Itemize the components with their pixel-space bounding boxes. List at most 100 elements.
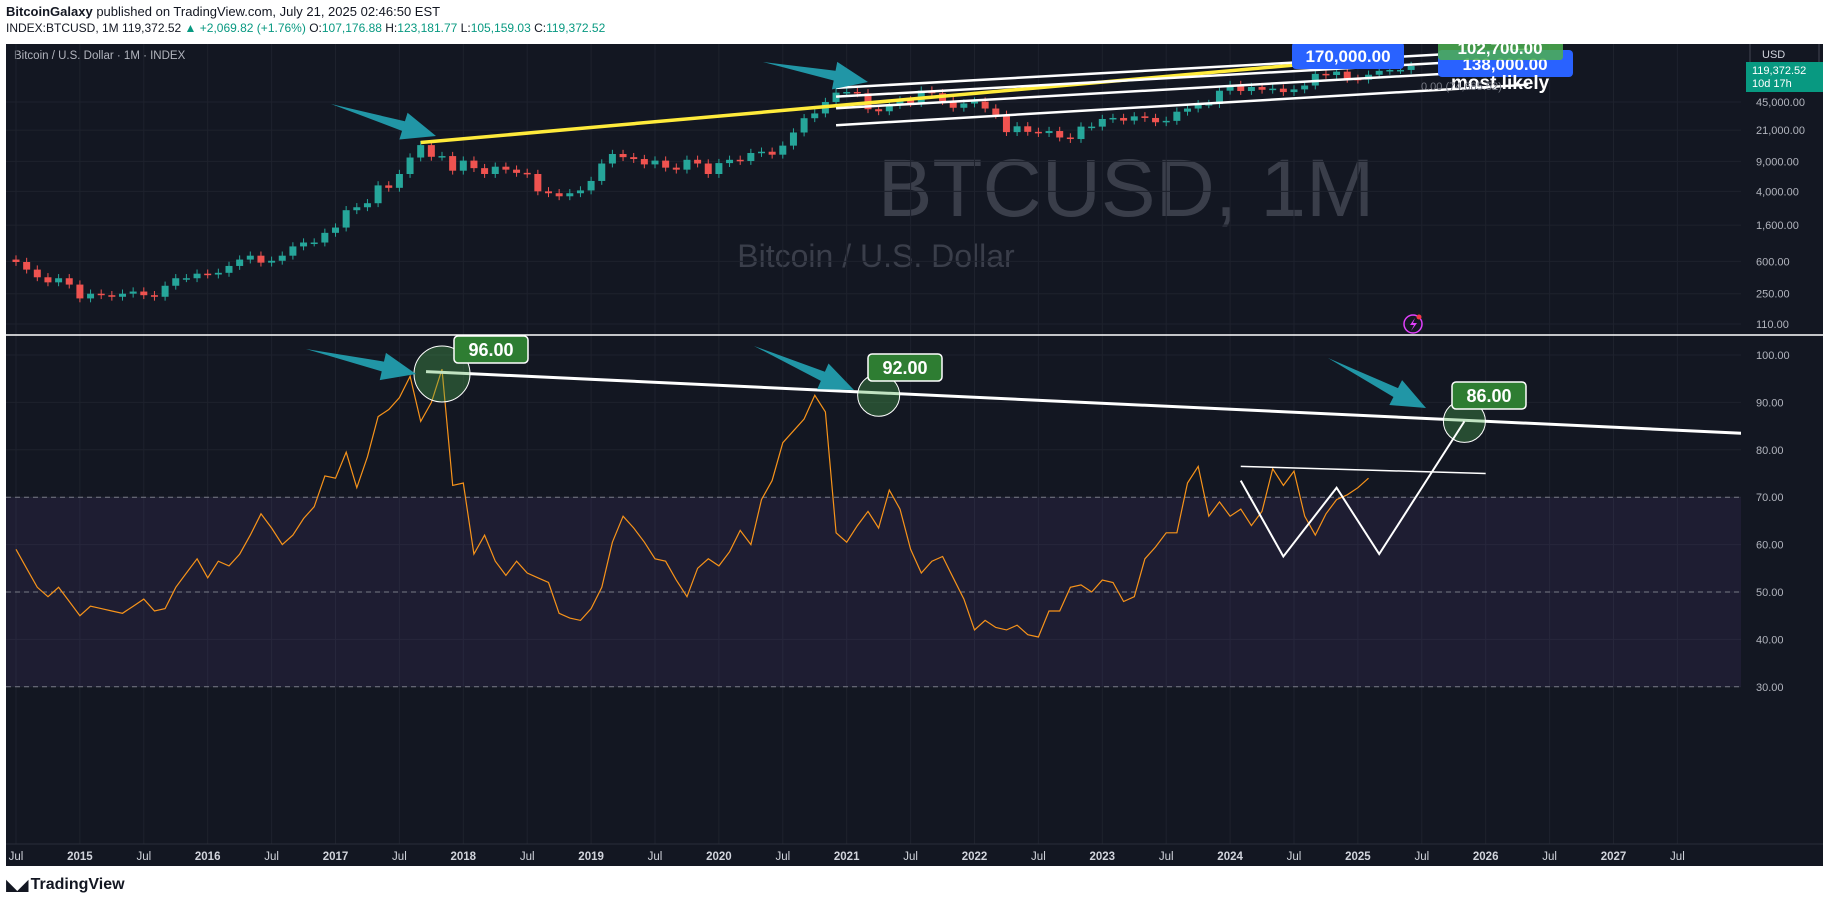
candle — [875, 109, 883, 112]
rsi-band — [6, 496, 1741, 688]
candle — [1397, 69, 1404, 72]
time-tick-label: Jul — [1670, 851, 1685, 863]
time-tick-label: Jul — [1287, 851, 1302, 863]
axes: 110.00 250.00 600.00 1,600.00 4,000.00 9,000.… — [6, 44, 1823, 866]
candle — [65, 278, 73, 285]
rsi-tick-label: 70.00 — [1756, 492, 1784, 504]
price-axis-widgets: USD 119,372.52 10d 17h — [1746, 44, 1823, 92]
candle — [971, 101, 978, 104]
candle — [1333, 71, 1341, 76]
price-change: ▲ +2,069.82 (+1.76%) — [184, 21, 306, 35]
candle — [1269, 88, 1277, 91]
candle — [1002, 114, 1010, 133]
candle — [129, 291, 137, 294]
candle — [1045, 131, 1053, 134]
w-pattern — [1239, 420, 1466, 559]
candle — [321, 232, 329, 243]
candle — [1247, 87, 1255, 92]
annotation-labels: 170,000.00 138,000.00 102,700.00 most li… — [1292, 44, 1573, 94]
candle — [1173, 111, 1181, 121]
candle — [1322, 73, 1330, 76]
currency-label[interactable]: USD — [1762, 49, 1785, 61]
rsi-label-2: 92.00 — [882, 358, 927, 378]
time-tick-label: Jul — [1159, 851, 1174, 863]
candle — [1098, 118, 1106, 127]
candle — [1226, 85, 1234, 91]
candle — [44, 277, 52, 283]
candle — [459, 160, 467, 171]
time-tick-label: Jul — [392, 851, 407, 863]
candle — [907, 100, 915, 103]
candle — [289, 246, 297, 256]
candle — [1141, 116, 1149, 118]
candle — [182, 278, 190, 280]
candle — [1024, 126, 1032, 132]
time-tick-label: 2026 — [1473, 851, 1499, 863]
low-label: L: — [460, 21, 471, 35]
candle — [278, 255, 286, 261]
author-name[interactable]: BitcoinGalaxy — [6, 4, 93, 19]
candle — [949, 101, 957, 108]
candle — [1258, 87, 1266, 90]
candle — [1013, 126, 1021, 133]
candle — [310, 242, 318, 245]
time-tick-label: 2015 — [67, 851, 93, 863]
w-neckline — [1240, 465, 1486, 475]
candle — [587, 180, 595, 191]
time-tick-label: Jul — [264, 851, 279, 863]
candle — [363, 203, 371, 208]
candle — [406, 157, 414, 174]
candle — [992, 108, 1000, 115]
candle — [225, 265, 233, 273]
candle — [1066, 137, 1074, 140]
candle — [300, 242, 308, 247]
published-text: published on TradingView.com, July 21, 2… — [96, 4, 441, 19]
candle — [1077, 126, 1085, 140]
time-tick-label: Jul — [775, 851, 790, 863]
rsi-tick-label: 40.00 — [1756, 634, 1784, 646]
high-value: 123,181.77 — [397, 21, 458, 35]
alert-icon[interactable] — [1403, 314, 1423, 334]
chart-svg[interactable]: BTCUSD, 1M Bitcoin / U.S. Dollar Bitcoin… — [6, 44, 1823, 866]
candle — [598, 163, 606, 181]
candle — [1120, 117, 1128, 121]
candle — [555, 193, 563, 197]
candle — [438, 156, 446, 158]
price-axis-bg — [1741, 44, 1823, 866]
candle — [747, 153, 755, 162]
candle — [534, 173, 542, 192]
label-170000: 170,000.00 — [1305, 47, 1390, 66]
candle — [1088, 126, 1096, 129]
price-tick-label: 250.00 — [1756, 289, 1790, 301]
rsi-tick-label: 30.00 — [1756, 682, 1784, 694]
time-tick-label: 2024 — [1217, 851, 1243, 863]
time-tick-label: Jul — [1031, 851, 1046, 863]
candle — [1184, 108, 1191, 112]
candle — [619, 154, 627, 158]
chart-area[interactable]: BTCUSD, 1M Bitcoin / U.S. Dollar Bitcoin… — [6, 44, 1823, 866]
rsi-line — [15, 369, 1369, 638]
time-tick-label: 2023 — [1090, 851, 1116, 863]
rsi-trendline — [425, 370, 1742, 435]
candle — [1162, 120, 1170, 123]
candles — [12, 61, 1415, 303]
close-label: C: — [534, 21, 547, 35]
candle — [1343, 71, 1351, 79]
tradingview-brand[interactable]: ◣◢ TradingView — [6, 875, 125, 895]
candle — [150, 295, 158, 297]
time-tick-label: Jul — [9, 851, 24, 863]
candle — [960, 103, 968, 108]
candle — [832, 92, 840, 102]
open-label: O: — [309, 21, 322, 35]
candle — [502, 166, 510, 170]
candle — [161, 285, 169, 297]
time-tick-label: 2025 — [1345, 851, 1371, 863]
candle — [800, 118, 808, 133]
candle — [1152, 117, 1160, 123]
close-value: 119,372.52 — [546, 21, 606, 35]
price-yellow-trendline — [420, 55, 1380, 145]
candle — [715, 163, 723, 174]
candle — [853, 92, 861, 94]
candle — [491, 166, 499, 174]
time-tick-label: 2022 — [962, 851, 988, 863]
